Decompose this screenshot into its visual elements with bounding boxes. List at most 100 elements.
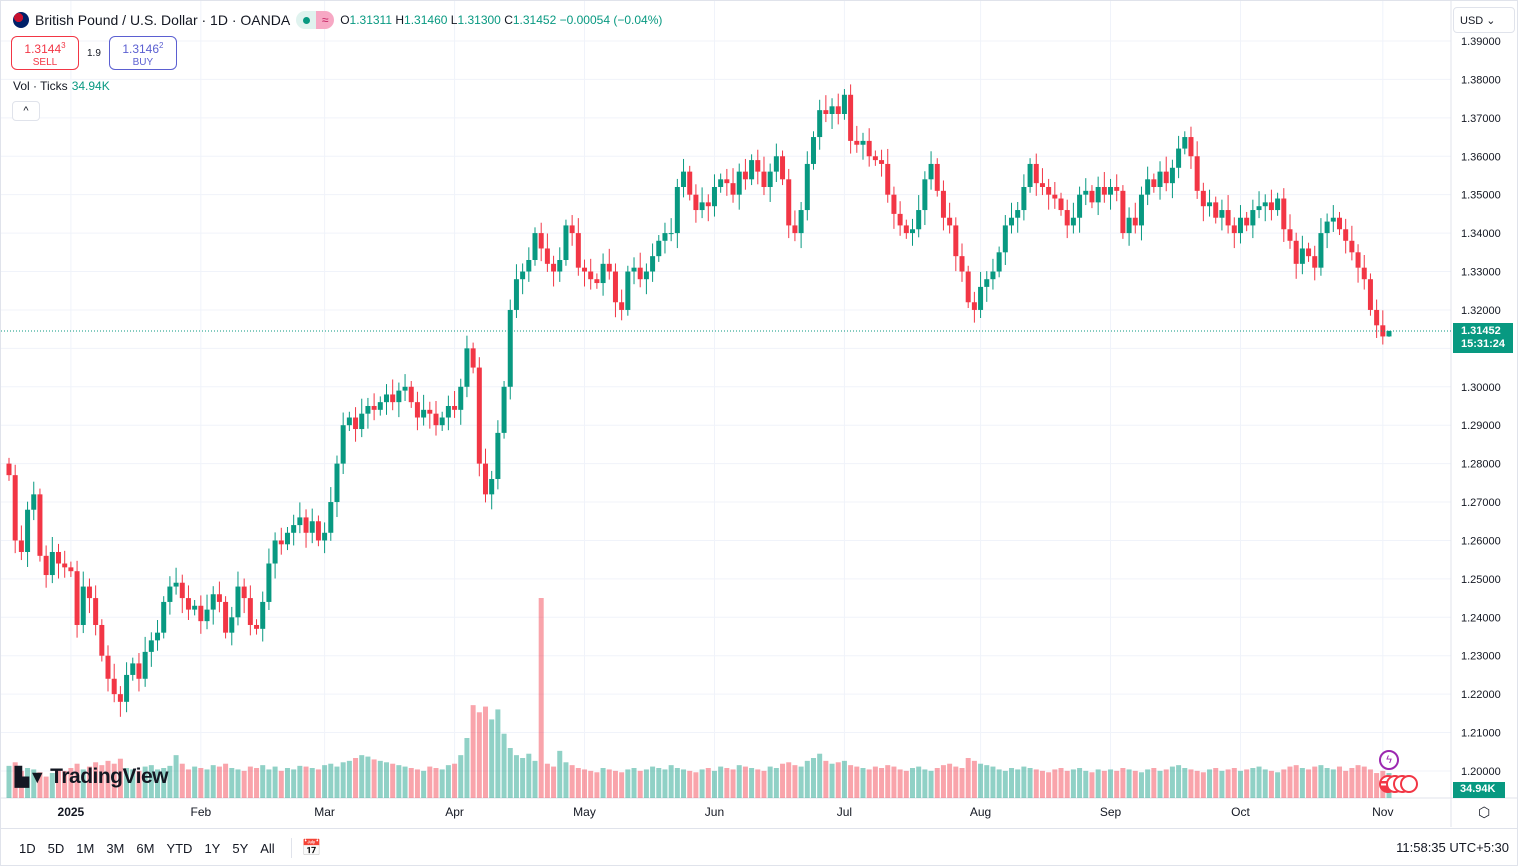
- range-5y[interactable]: 5Y: [232, 840, 249, 856]
- volume-bar: [668, 765, 674, 798]
- candle-body: [1343, 229, 1349, 241]
- price-tick-label: 1.24000: [1461, 612, 1501, 624]
- candle-body: [965, 271, 971, 303]
- collapse-legend-button[interactable]: ^: [12, 101, 40, 121]
- candle-body: [254, 624, 260, 629]
- volume-bar: [278, 770, 284, 798]
- symbol-title[interactable]: British Pound / U.S. Dollar · 1D · OANDA: [35, 12, 291, 28]
- volume-bar: [1361, 766, 1367, 798]
- candle-body: [322, 532, 328, 541]
- candle-body: [495, 432, 501, 479]
- candle-body: [1207, 202, 1213, 207]
- volume-bar: [260, 765, 266, 798]
- volume-bar: [99, 765, 105, 798]
- candle-body: [1138, 194, 1144, 226]
- volume-bar: [1194, 770, 1200, 798]
- candle-body: [1145, 179, 1151, 195]
- candle-body: [569, 225, 575, 234]
- candle-body: [1027, 163, 1033, 187]
- lightning-icon[interactable]: ϟ: [1379, 750, 1399, 770]
- volume-bar: [421, 770, 427, 798]
- range-1y[interactable]: 1Y: [204, 840, 221, 856]
- currency-select[interactable]: USD ⌄: [1453, 7, 1515, 33]
- volume-bar: [594, 772, 600, 798]
- candle-body: [142, 651, 148, 679]
- candle-body: [761, 171, 767, 187]
- candle-body: [198, 605, 204, 622]
- price-tick-label: 1.20000: [1461, 766, 1501, 778]
- candle-body: [1002, 225, 1008, 253]
- candle-body: [879, 160, 885, 164]
- volume-bar: [662, 769, 668, 798]
- tradingview-logo[interactable]: ▙▼ TradingView: [15, 765, 168, 788]
- ohlc-values: O1.31311 H1.31460 L1.31300 C1.31452 −0.0…: [340, 13, 663, 27]
- range-1d[interactable]: 1D: [19, 840, 36, 856]
- candle-body: [1064, 210, 1070, 226]
- volume-bar: [1095, 769, 1101, 798]
- candle-body: [922, 179, 928, 211]
- volume-bar: [835, 762, 841, 798]
- date-range-icon[interactable]: 📅: [301, 840, 322, 857]
- volume-bar: [1002, 770, 1008, 798]
- volume-bar: [953, 766, 959, 798]
- candle-body: [810, 137, 816, 164]
- volume-bar: [730, 769, 736, 798]
- volume-bar: [390, 763, 396, 798]
- candle-body: [43, 555, 49, 576]
- buy-button[interactable]: 1.31462 BUY: [108, 36, 177, 70]
- candle-body: [1157, 171, 1163, 187]
- candle-body: [513, 279, 519, 310]
- volume-bar: [1151, 768, 1157, 798]
- volume-legend: Vol · Ticks 34.94K: [13, 79, 110, 93]
- price-tick-label: 1.37000: [1461, 113, 1501, 125]
- candle-body: [619, 302, 625, 310]
- volume-bar: [167, 765, 173, 798]
- candle-body: [1386, 330, 1392, 337]
- candle-body: [359, 413, 365, 430]
- volume-bar: [1330, 769, 1336, 798]
- candle-body: [235, 586, 241, 618]
- range-1m[interactable]: 1M: [76, 840, 95, 856]
- candle-body: [544, 248, 550, 264]
- volume-bar: [210, 765, 216, 798]
- candle-body: [551, 263, 557, 272]
- volume-bar: [600, 768, 606, 798]
- volume-bar: [922, 769, 928, 798]
- time-tick-label: 2025: [58, 805, 85, 819]
- range-5d[interactable]: 5D: [47, 840, 65, 856]
- candle-body: [854, 140, 860, 145]
- volume-bar: [575, 768, 581, 798]
- volume-bar: [383, 762, 389, 798]
- market-open-icon[interactable]: [296, 11, 317, 29]
- candle-body: [575, 233, 581, 268]
- volume-bar: [897, 769, 903, 798]
- volume-bar: [105, 760, 111, 798]
- axis-settings-icon[interactable]: ⬡: [1478, 804, 1491, 820]
- range-3m[interactable]: 3M: [106, 840, 125, 856]
- economic-events-icon[interactable]: [1379, 775, 1418, 793]
- candle-body: [959, 256, 965, 272]
- price-chart[interactable]: 1.39000 1.38000 1.37000 1.36000 1.35000 1.340…: [1, 1, 1518, 827]
- time-tick-label: Aug: [970, 805, 991, 819]
- candle-body: [1281, 198, 1287, 230]
- volume-bar: [532, 760, 538, 798]
- volume-bar: [705, 768, 711, 798]
- volume-bar: [1126, 769, 1132, 798]
- candle-body: [229, 617, 235, 633]
- sell-button[interactable]: 1.31443 SELL: [11, 36, 79, 70]
- volume-bar: [476, 712, 482, 798]
- volume-bar: [823, 760, 829, 798]
- range-6m[interactable]: 6M: [136, 840, 155, 856]
- volume-bar: [192, 766, 198, 798]
- volume-bar: [1188, 769, 1194, 798]
- candle-body: [445, 405, 451, 418]
- clock[interactable]: 11:58:35 UTC+5:30: [1396, 840, 1509, 855]
- bottom-toolbar: 1D 5D 1M 3M 6M YTD 1Y 5Y All 📅 11:58:35 UTC+5:30: [1, 828, 1518, 867]
- trade-panel: 1.31443 SELL 1.9 1.31462 BUY: [11, 36, 177, 70]
- range-ytd[interactable]: YTD: [166, 840, 193, 856]
- volume-bar: [179, 763, 185, 798]
- volume-bar: [309, 768, 315, 798]
- delay-icon[interactable]: ≈: [316, 11, 335, 29]
- range-all[interactable]: All: [260, 840, 275, 856]
- volume-bar: [854, 766, 860, 798]
